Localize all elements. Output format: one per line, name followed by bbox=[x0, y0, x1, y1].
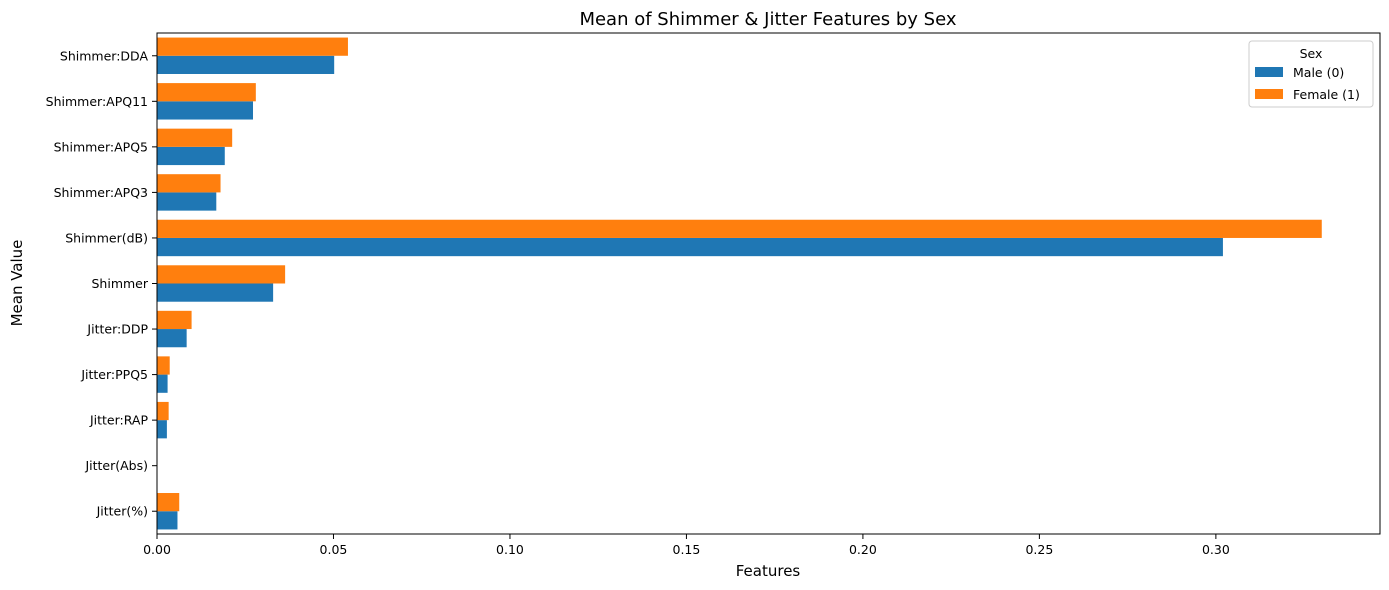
legend-swatch-female bbox=[1255, 89, 1283, 99]
bar-male-jitter-ppq5 bbox=[157, 374, 168, 393]
bar-female-jitter-ppq5 bbox=[157, 356, 170, 375]
legend: Sex Male (0) Female (1) bbox=[1248, 40, 1374, 108]
chart-title: Mean of Shimmer & Jitter Features by Sex bbox=[579, 9, 956, 30]
x-tick-label: 0.00 bbox=[143, 542, 171, 557]
y-axis-label: Mean Value bbox=[8, 240, 26, 327]
x-tick-label: 0.10 bbox=[496, 542, 524, 557]
y-tick-label: Shimmer bbox=[91, 276, 148, 291]
bars-group bbox=[157, 37, 1322, 530]
bar-male-jitter bbox=[157, 511, 178, 530]
bar-female-shimmer-apq3 bbox=[157, 174, 221, 193]
bar-male-shimmer bbox=[157, 283, 274, 302]
bar-male-shimmer-db bbox=[157, 237, 1223, 257]
y-tick-label: Jitter:DDP bbox=[86, 322, 148, 337]
y-ticks-group: Jitter(%) Jitter(Abs) Jitter:RAP Jitter:PPQ… bbox=[46, 48, 157, 519]
bar-male-shimmer-dda bbox=[157, 55, 335, 74]
plot-frame bbox=[156, 32, 1381, 535]
x-tick-label: 0.25 bbox=[1025, 542, 1053, 557]
bar-female-shimmer bbox=[157, 265, 286, 284]
y-tick-label: Jitter:RAP bbox=[89, 413, 149, 428]
x-tick-label: 0.30 bbox=[1202, 542, 1230, 557]
y-tick-label: Shimmer:DDA bbox=[60, 48, 149, 63]
y-tick-label: Jitter(%) bbox=[96, 504, 148, 519]
bar-female-shimmer-db bbox=[157, 219, 1322, 238]
y-tick-label: Jitter:PPQ5 bbox=[80, 367, 148, 382]
legend-swatch-male bbox=[1255, 67, 1283, 77]
legend-label-female: Female (1) bbox=[1293, 87, 1360, 102]
bar-male-shimmer-apq11 bbox=[157, 101, 254, 120]
bar-female-shimmer-apq11 bbox=[157, 83, 256, 102]
x-axis-label: Features bbox=[736, 562, 801, 580]
legend-title: Sex bbox=[1300, 46, 1323, 61]
bar-female-jitter-rap bbox=[157, 401, 169, 421]
bar-male-shimmer-apq3 bbox=[157, 192, 217, 211]
y-tick-label: Shimmer:APQ5 bbox=[54, 139, 148, 154]
bar-male-jitter-ddp bbox=[157, 329, 187, 348]
x-tick-label: 0.15 bbox=[673, 542, 701, 557]
bar-male-shimmer-apq5 bbox=[157, 146, 225, 166]
bar-male-jitter-rap bbox=[157, 420, 167, 439]
y-tick-label: Jitter(Abs) bbox=[84, 458, 148, 473]
y-tick-label: Shimmer(dB) bbox=[65, 230, 148, 245]
legend-label-male: Male (0) bbox=[1293, 65, 1344, 80]
bar-female-jitter bbox=[157, 493, 180, 512]
x-tick-label: 0.20 bbox=[849, 542, 877, 557]
x-tick-label: 0.05 bbox=[320, 542, 348, 557]
bar-female-jitter-ddp bbox=[157, 310, 192, 330]
y-tick-label: Shimmer:APQ3 bbox=[54, 185, 148, 200]
bar-female-shimmer-apq5 bbox=[157, 128, 233, 147]
x-ticks-group: 0.00 0.05 0.10 0.15 0.20 0.25 0.30 bbox=[143, 534, 1230, 557]
bar-female-shimmer-dda bbox=[157, 37, 348, 56]
y-tick-label: Shimmer:APQ11 bbox=[46, 94, 148, 109]
